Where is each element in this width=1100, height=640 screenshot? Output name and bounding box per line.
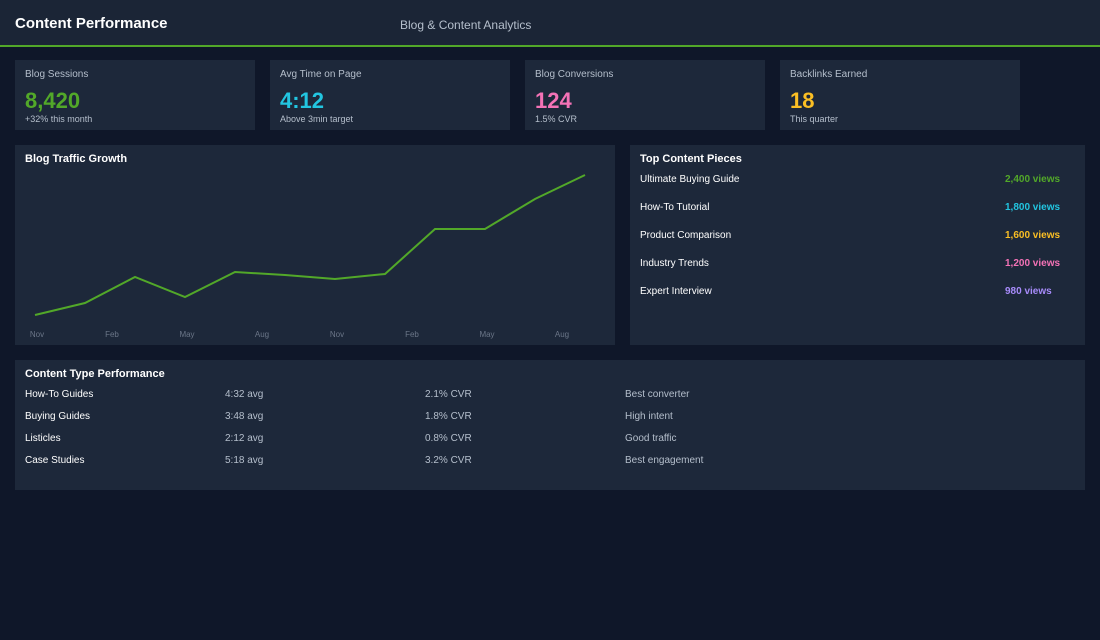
- chart-panel: Blog Traffic Growth Nov Feb May Aug Nov Feb Ma…: [15, 145, 615, 345]
- x-tick-label: May: [479, 330, 494, 339]
- top-content-title: Top Content Pieces: [640, 153, 742, 165]
- x-tick-label: May: [179, 330, 194, 339]
- content-views: 1,600 views: [1005, 230, 1061, 241]
- x-tick-label: Aug: [555, 330, 569, 339]
- content-views: 980 views: [1005, 286, 1052, 297]
- content-name: Expert Interview: [640, 286, 712, 297]
- kpi-label: Blog Conversions: [535, 69, 614, 80]
- table-cell: 5:18 avg: [225, 455, 264, 466]
- kpi-note: +32% this month: [25, 114, 93, 124]
- header: Content Performance Blog & Content Analy…: [0, 0, 1100, 47]
- title: Content Performance: [15, 15, 168, 32]
- content-name: Product Comparison: [640, 230, 732, 241]
- table-cell: Buying Guides: [25, 411, 91, 422]
- table-cell: 0.8% CVR: [425, 433, 472, 444]
- kpi-value: 8,420: [25, 88, 81, 113]
- table-cell: 2:12 avg: [225, 433, 264, 444]
- content-views: 1,200 views: [1005, 258, 1061, 269]
- chart-title: Blog Traffic Growth: [25, 153, 128, 165]
- kpi-value: 124: [535, 88, 572, 113]
- kpi-label: Blog Sessions: [25, 69, 89, 80]
- table-cell: 1.8% CVR: [425, 411, 472, 422]
- table-cell: Best converter: [625, 389, 690, 400]
- table-cell: 3.2% CVR: [425, 455, 472, 466]
- x-tick-label: Nov: [330, 330, 344, 339]
- kpi-label: Avg Time on Page: [280, 69, 362, 80]
- table-cell: Case Studies: [25, 455, 85, 466]
- subtitle: Blog & Content Analytics: [400, 18, 532, 32]
- kpi-card: Blog Conversions 124 1.5% CVR: [525, 60, 765, 130]
- top-content-panel: Top Content Pieces Ultimate Buying Guide…: [630, 145, 1085, 345]
- kpi-card: Blog Sessions 8,420 +32% this month: [15, 60, 255, 130]
- kpi-card: Backlinks Earned 18 This quarter: [780, 60, 1020, 130]
- x-tick-label: Nov: [30, 330, 44, 339]
- content-views: 1,800 views: [1005, 202, 1061, 213]
- table-cell: 3:48 avg: [225, 411, 264, 422]
- kpi-note: This quarter: [790, 114, 839, 124]
- table-cell: Best engagement: [625, 455, 704, 466]
- table-cell: 4:32 avg: [225, 389, 264, 400]
- kpi-note: 1.5% CVR: [535, 114, 578, 124]
- x-tick-label: Feb: [405, 330, 419, 339]
- table-cell: High intent: [625, 411, 673, 422]
- line: [34, 174, 586, 316]
- kpi-value: 18: [790, 88, 815, 113]
- table-cell: Good traffic: [625, 433, 677, 444]
- content-views: 2,400 views: [1005, 174, 1061, 185]
- content-name: How-To Tutorial: [640, 202, 710, 213]
- content-name: Ultimate Buying Guide: [640, 174, 740, 185]
- table-title: Content Type Performance: [25, 368, 165, 380]
- kpi-card: Avg Time on Page 4:12 Above 3min target: [270, 60, 510, 130]
- kpi-value: 4:12: [280, 88, 325, 113]
- kpi-label: Backlinks Earned: [790, 69, 868, 80]
- x-tick-label: Feb: [105, 330, 119, 339]
- content-name: Industry Trends: [640, 258, 709, 269]
- table-cell: How-To Guides: [25, 389, 94, 400]
- chart: Nov Feb May Aug Nov Feb May Aug: [30, 174, 586, 339]
- table-panel: Content Type Performance How-To Guides 4:…: [15, 360, 1085, 490]
- table-cell: Listicles: [25, 433, 61, 444]
- kpi-note: Above 3min target: [280, 114, 354, 124]
- x-tick-label: Aug: [255, 330, 269, 339]
- table-cell: 2.1% CVR: [425, 389, 472, 400]
